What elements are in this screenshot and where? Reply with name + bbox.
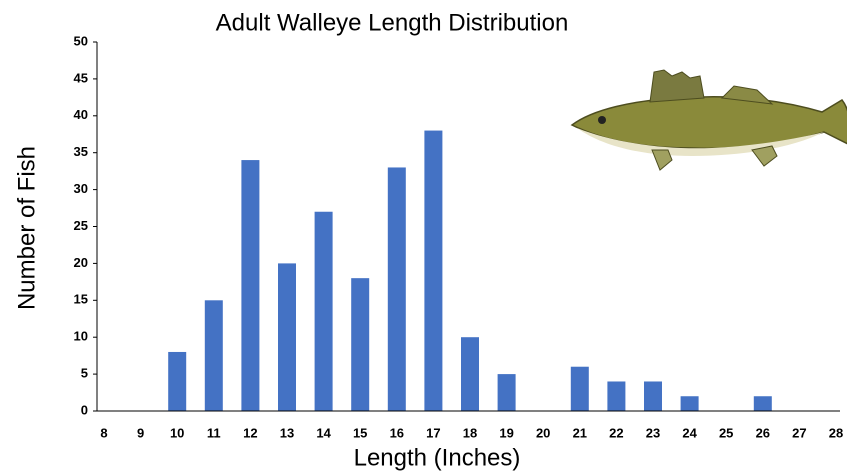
y-tick-label: 20 <box>74 255 88 270</box>
x-tick-label: 12 <box>243 425 257 440</box>
bar <box>204 300 223 411</box>
x-tick-label: 14 <box>316 425 331 440</box>
x-tick-label: 10 <box>170 425 184 440</box>
y-tick-label: 35 <box>74 144 88 159</box>
x-tick-label: 24 <box>682 425 697 440</box>
y-tick-label: 45 <box>74 70 88 85</box>
x-tick-label: 11 <box>207 425 221 440</box>
y-tick-label: 5 <box>81 366 88 381</box>
x-tick-label: 26 <box>756 425 770 440</box>
x-tick-label: 27 <box>792 425 806 440</box>
bar <box>607 381 626 411</box>
bar <box>644 381 662 411</box>
x-tick-label: 8 <box>100 425 107 440</box>
fish-illustration <box>570 69 847 171</box>
x-tick-label: 28 <box>829 425 843 440</box>
x-tick-label: 16 <box>390 425 404 440</box>
x-tick-label: 13 <box>280 425 294 440</box>
y-axis-title: Number of Fish <box>13 146 40 310</box>
chart-title: Adult Walleye Length Distribution <box>216 9 569 36</box>
bar <box>570 366 589 411</box>
y-tick-label: 10 <box>74 329 88 344</box>
y-tick-label: 30 <box>74 181 88 196</box>
y-tick-label: 25 <box>74 218 88 233</box>
x-tick-label: 19 <box>499 425 513 440</box>
y-tick-label: 15 <box>74 292 88 307</box>
y-tick-label: 0 <box>81 402 88 417</box>
x-tick-label: 22 <box>609 425 623 440</box>
x-tick-label: 18 <box>463 425 477 440</box>
bar <box>424 130 443 411</box>
y-tick-label: 40 <box>74 107 88 122</box>
x-tick-label: 20 <box>536 425 550 440</box>
bar <box>680 396 699 411</box>
bar <box>753 396 772 411</box>
bar <box>497 374 516 411</box>
bar <box>351 278 370 411</box>
bar <box>314 211 333 411</box>
x-axis-title: Length (Inches) <box>354 444 521 471</box>
bar <box>241 160 260 411</box>
x-tick-label: 21 <box>573 425 587 440</box>
x-tick-label: 15 <box>353 425 367 440</box>
bar <box>461 337 479 411</box>
bar <box>387 167 406 411</box>
x-tick-label: 25 <box>719 425 733 440</box>
x-tick-label: 23 <box>646 425 660 440</box>
x-tick-label: 9 <box>137 425 144 440</box>
x-tick-label: 17 <box>426 425 440 440</box>
bar <box>278 263 296 411</box>
bar <box>168 351 187 411</box>
y-tick-label: 50 <box>74 33 88 48</box>
